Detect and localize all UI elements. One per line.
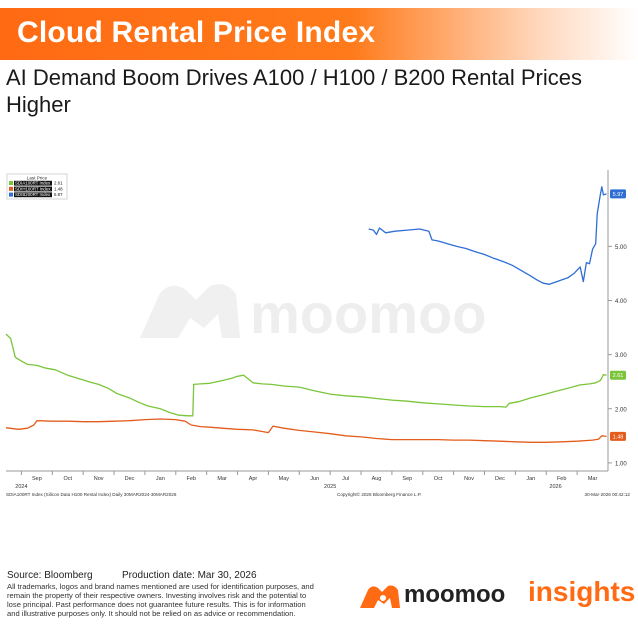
x-tick-label: Mar — [588, 476, 598, 482]
last-value-label: 5.97 — [613, 192, 624, 198]
x-tick-label: Feb — [186, 476, 195, 482]
legend-swatch — [9, 192, 13, 197]
x-tick-label: Jun — [310, 476, 319, 482]
source-note: Source: Bloomberg — [7, 570, 93, 581]
x-year-label: 2024 — [15, 484, 27, 490]
x-tick-label: Dec — [495, 476, 505, 482]
legend-value: 5.97 — [54, 192, 63, 197]
x-year-label: 2025 — [324, 484, 336, 490]
series-line-2 — [5, 418, 607, 443]
legend-label: SDIB200RT Index — [15, 192, 51, 197]
bull-logo-icon — [360, 585, 400, 608]
watermark-text: moomoo — [250, 282, 486, 345]
last-value-badge — [610, 189, 626, 199]
last-value-label: 2.61 — [613, 373, 624, 379]
title-banner: Cloud Rental Price Index — [0, 8, 638, 60]
x-tick-label: Nov — [464, 476, 474, 482]
x-tick-label: Sep — [32, 476, 42, 482]
x-tick-label: Nov — [94, 476, 104, 482]
x-tick-label: Jul — [342, 476, 349, 482]
series-line-3 — [368, 186, 607, 285]
production-date: Production date: Mar 30, 2026 — [122, 570, 257, 581]
x-tick-label: Aug — [372, 476, 382, 482]
x-year-label: 2026 — [549, 484, 561, 490]
line-chart: moomoo 1.00 2.00 3.00 4.00 5.00 Sep Oct Nov Dec Ja… — [5, 170, 631, 497]
y-tick-label: 4.00 — [615, 299, 627, 305]
brand-suffix: insights — [528, 576, 636, 607]
last-value-badge — [610, 370, 626, 380]
legend-label-bg — [14, 186, 52, 192]
legend-value: 2.61 — [54, 181, 63, 186]
last-value-badge — [610, 431, 626, 441]
x-tick-label: Jan — [156, 476, 165, 482]
x-tick-label: Oct — [63, 476, 72, 482]
bbg-footer-left: SDIA100RT Index (Silicon Data H100 Renta… — [6, 492, 177, 497]
x-tick-label: Apr — [249, 476, 258, 482]
y-tick-label: 2.00 — [615, 407, 627, 413]
brand-name: moomoo — [404, 581, 506, 608]
x-tick-label: Sep — [402, 476, 412, 482]
series-line-1 — [5, 333, 607, 417]
y-tick-label: 3.00 — [615, 353, 627, 359]
legend-swatch — [9, 181, 13, 185]
last-value-label: 1.48 — [613, 434, 624, 440]
legend-label-bg — [14, 180, 52, 186]
bbg-footer-center: Copyright© 2026 Bloomberg Finance L.P. — [337, 491, 422, 497]
disclaimer-text: All trademarks, logos and brand names me… — [7, 582, 314, 618]
legend-label: SDIH100RT Index — [15, 186, 51, 191]
x-tick-label: Feb — [557, 476, 566, 482]
legend-value: 1.48 — [54, 186, 63, 191]
y-tick-label: 1.00 — [615, 461, 627, 467]
legend-title: Last Price — [27, 176, 48, 181]
x-tick-label: May — [279, 476, 290, 482]
legend-label: SDIA100RT Index — [15, 181, 51, 186]
y-tick-label: 5.00 — [615, 245, 627, 251]
chart-subtitle: AI Demand Boom Drives A100 / H100 / B200… — [6, 65, 582, 117]
x-tick-label: Jan — [526, 476, 535, 482]
x-tick-label: Mar — [217, 476, 227, 482]
legend-label-bg — [14, 192, 52, 198]
page-title: Cloud Rental Price Index — [17, 16, 376, 49]
x-tick-label: Dec — [125, 476, 135, 482]
brand-logo: moomoo insights — [356, 576, 636, 612]
chart-area: moomoo 1.00 2.00 3.00 4.00 5.00 Sep Oct Nov Dec Ja… — [0, 168, 638, 498]
watermark-logo-icon — [140, 284, 240, 338]
x-tick-label: Oct — [434, 476, 443, 482]
bbg-footer-right: 30-Mar-2026 00:42:12 — [585, 492, 631, 497]
legend-swatch — [9, 186, 13, 191]
